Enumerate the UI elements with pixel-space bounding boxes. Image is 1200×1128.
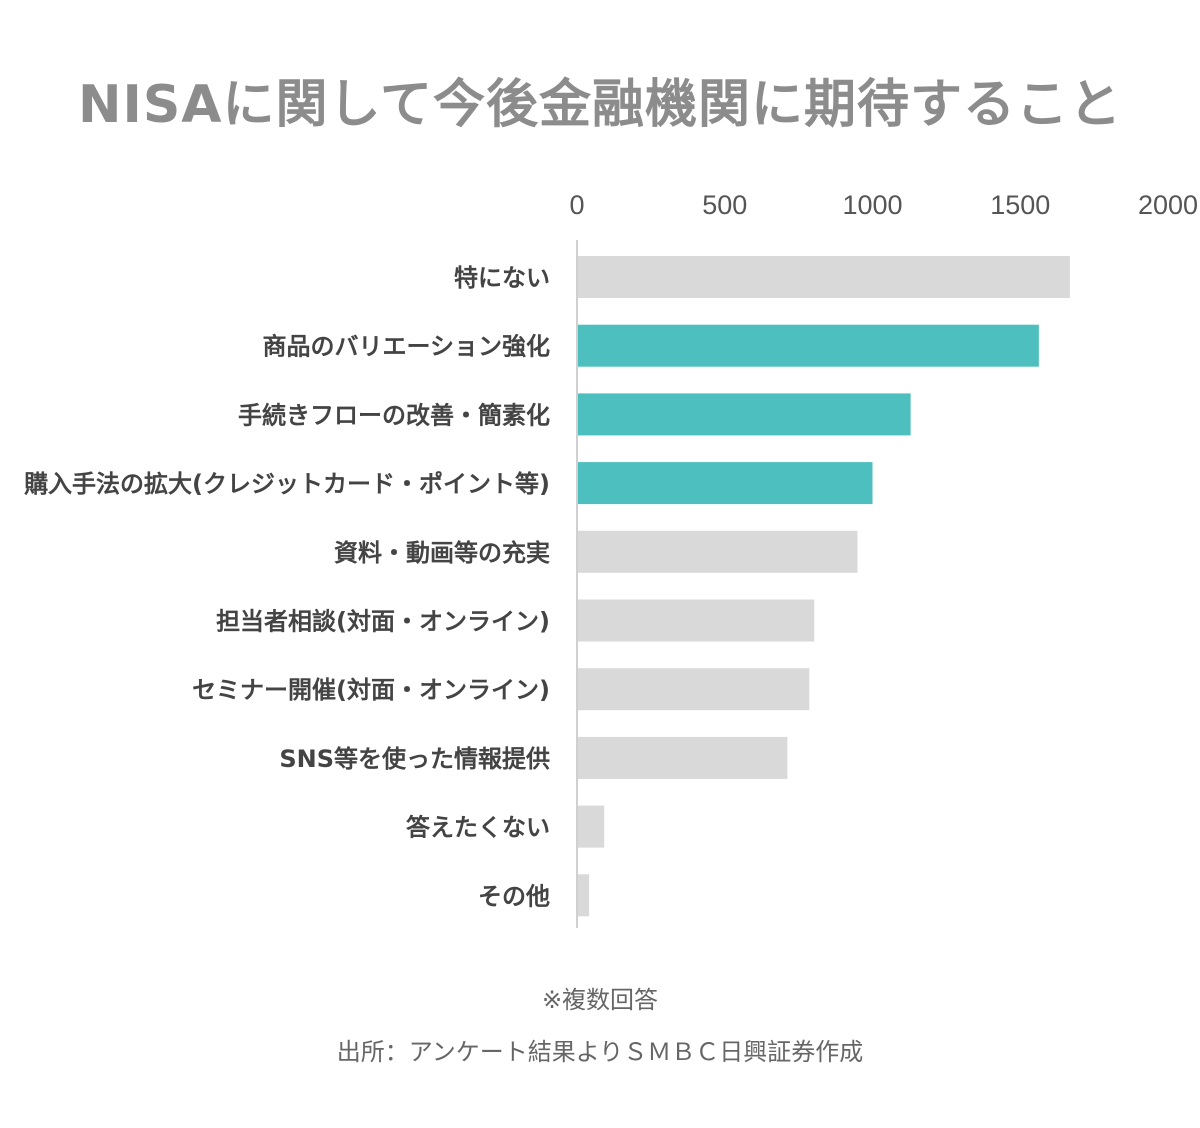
x-tick-label: 1500 (990, 190, 1050, 220)
category-label: SNS等を使った情報提供 (279, 745, 550, 773)
bar (578, 256, 1070, 298)
bar (578, 324, 1039, 367)
bar (578, 668, 810, 711)
x-tick-label: 2000 (1138, 190, 1198, 220)
x-tick-label: 1000 (842, 190, 902, 220)
category-label: 答えたくない (406, 814, 550, 842)
bar (578, 599, 815, 642)
category-label: 特にない (454, 264, 550, 292)
category-label: セミナー開催(対面・オンライン) (192, 676, 550, 704)
bar (578, 874, 590, 917)
category-label: 資料・動画等の充実 (334, 539, 550, 567)
bar (578, 462, 873, 505)
bar (578, 805, 605, 848)
bar (578, 530, 858, 573)
x-tick-label: 0 (569, 190, 584, 220)
chart-title: NISAに関して今後金融機関に期待すること (77, 75, 1122, 135)
category-label: 購入手法の拡大(クレジットカード・ポイント等) (24, 470, 550, 498)
multiple-answer-note: ※複数回答 (541, 986, 659, 1014)
category-label: 商品のバリエーション強化 (262, 333, 550, 361)
category-label: 担当者相談(対面・オンライン) (216, 608, 550, 636)
category-label: 手続きフローの改善・簡素化 (238, 401, 550, 429)
source-note: 出所：アンケート結果よりＳＭＢＣ日興証券作成 (336, 1038, 864, 1066)
category-label: その他 (478, 882, 550, 910)
bar (578, 393, 911, 436)
x-tick-label: 500 (702, 190, 747, 220)
bar (578, 736, 788, 779)
